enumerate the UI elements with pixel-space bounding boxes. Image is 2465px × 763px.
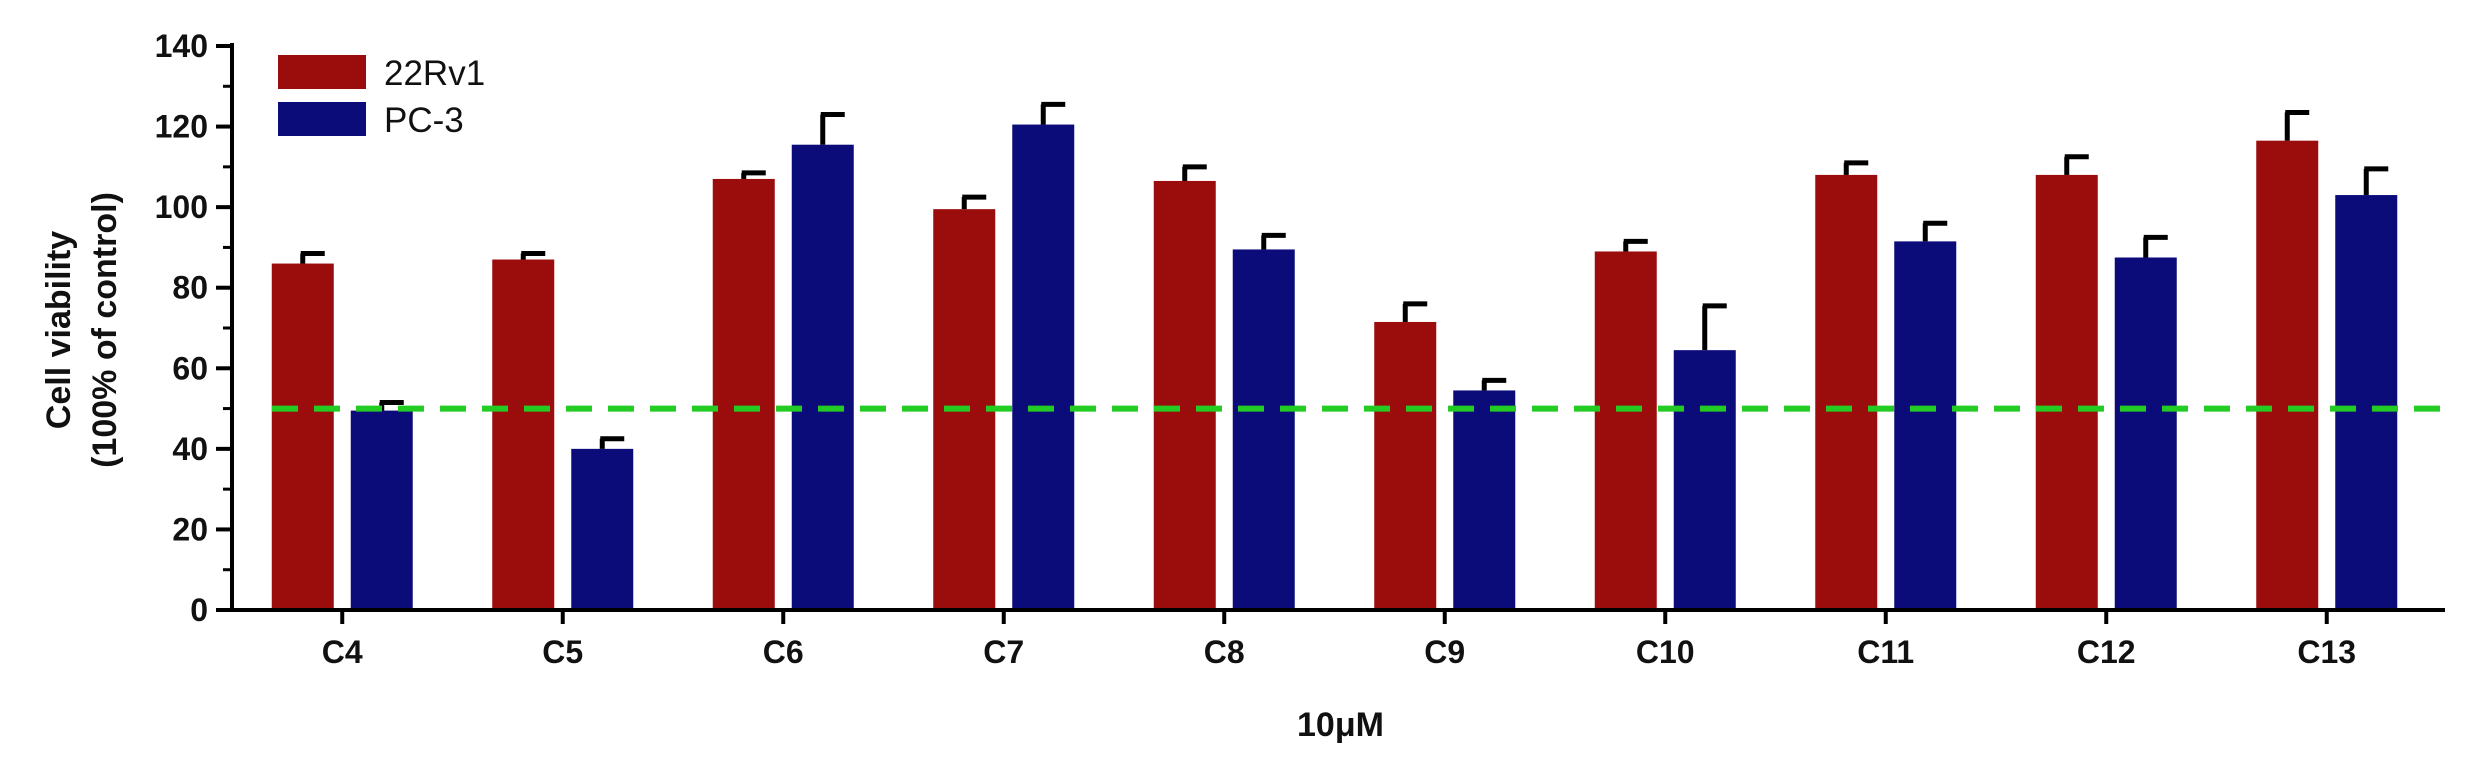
bar-pc-3-c6 <box>791 144 854 610</box>
bar-22rv1-c8 <box>1153 180 1216 610</box>
y-axis-title-line: Cell viability <box>40 231 78 429</box>
x-tick-label-c10: C10 <box>1636 634 1695 670</box>
y-axis-title: Cell viability (100% of control) <box>40 192 124 468</box>
bar-22rv1-c12 <box>2035 174 2098 610</box>
axes-layer: 0 20 40 60 80 100 120 140 C4 C5 C6 C7 C8 C9 C10 C11 C12 C… <box>155 28 2445 670</box>
bar-22rv1-c9 <box>1374 321 1437 610</box>
x-tick-label-c7: C7 <box>983 634 1024 670</box>
y-tick-label-40: 40 <box>172 431 208 467</box>
bar-22rv1-c11 <box>1815 174 1878 610</box>
bar-pc-3-c12 <box>2114 257 2177 610</box>
bar-pc-3-c9 <box>1453 390 1516 610</box>
y-tick-label-0: 0 <box>190 592 208 628</box>
bar-22rv1-c6 <box>712 178 775 610</box>
bar-pc-3-c13 <box>2335 195 2398 611</box>
bar-pc-3-c7 <box>1012 124 1075 611</box>
x-axis-title: 10μM <box>1297 706 1384 744</box>
x-tick-label-c4: C4 <box>322 634 363 670</box>
y-tick-label-80: 80 <box>172 270 208 306</box>
x-tick-label-c8: C8 <box>1204 634 1245 670</box>
x-tick-label-c12: C12 <box>2077 634 2136 670</box>
bars-layer <box>271 101 2398 611</box>
y-tick-label-20: 20 <box>172 511 208 547</box>
legend-label-22rv1: 22Rv1 <box>384 54 485 93</box>
x-tick-label-c6: C6 <box>763 634 804 670</box>
bar-pc-3-c8 <box>1232 249 1295 610</box>
x-tick-label-c11: C11 <box>1857 634 1914 670</box>
legend-swatch-pc-3 <box>278 102 366 136</box>
y-tick-label-140: 140 <box>155 28 208 64</box>
bar-pc-3-c5 <box>571 448 634 610</box>
bar-22rv1-c5 <box>492 259 555 610</box>
bar-pc-3-c4 <box>350 410 413 610</box>
x-tick-label-c13: C13 <box>2297 634 2356 670</box>
bar-22rv1-c4 <box>271 263 334 610</box>
bar-22rv1-c10 <box>1594 251 1657 610</box>
legend: 22Rv1 PC-3 <box>278 54 485 140</box>
bar-22rv1-c13 <box>2256 140 2319 610</box>
x-tick-label-c9: C9 <box>1424 634 1465 670</box>
x-tick-label-c5: C5 <box>542 634 583 670</box>
axis-titles: 10μM Cell viability (100% of control) <box>40 192 1384 744</box>
bar-pc-3-c10 <box>1673 350 1736 610</box>
legend-label-pc-3: PC-3 <box>384 101 464 140</box>
legend-swatch-22rv1 <box>278 55 366 89</box>
y-tick-label-100: 100 <box>155 189 208 225</box>
y-axis-title-line: (100% of control) <box>86 192 124 468</box>
y-tick-label-60: 60 <box>172 350 208 386</box>
y-tick-label-120: 120 <box>155 109 208 145</box>
bar-pc-3-c11 <box>1894 241 1957 610</box>
